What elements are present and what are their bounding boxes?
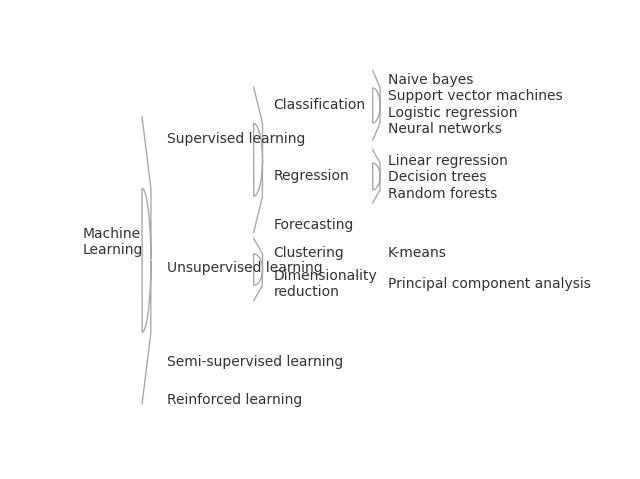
Text: Clustering: Clustering [273,246,344,260]
Text: Machine
Learning: Machine Learning [83,227,143,257]
Text: Semi-supervised learning: Semi-supervised learning [167,355,343,369]
Text: Support vector machines: Support vector machines [388,89,562,103]
Text: Reinforced learning: Reinforced learning [167,393,302,408]
Text: Principal component analysis: Principal component analysis [388,277,590,291]
Text: Logistic regression: Logistic regression [388,106,517,120]
Text: Linear regression: Linear regression [388,154,508,168]
Text: Forecasting: Forecasting [273,218,354,232]
Text: Naive bayes: Naive bayes [388,73,473,87]
Text: K-means: K-means [388,246,446,260]
Text: Dimensionality
reduction: Dimensionality reduction [273,269,377,299]
Text: Random forests: Random forests [388,187,497,201]
Text: Regression: Regression [273,169,349,182]
Text: Decision trees: Decision trees [388,171,486,184]
Text: Classification: Classification [273,98,365,113]
Text: Neural networks: Neural networks [388,123,501,137]
Text: Supervised learning: Supervised learning [167,132,305,146]
Text: Unsupervised learning: Unsupervised learning [167,261,323,275]
